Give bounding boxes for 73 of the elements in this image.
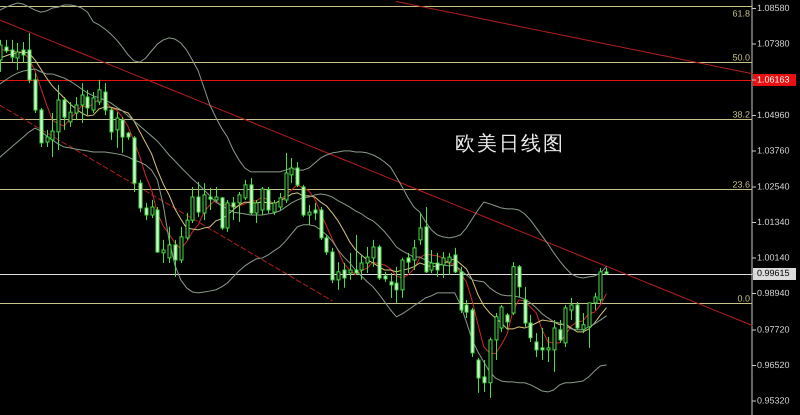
y-tick-label: 0.97720 — [757, 324, 790, 334]
candlestick — [482, 359, 486, 392]
candlestick — [92, 91, 96, 114]
candlestick — [162, 239, 166, 264]
candlestick — [168, 226, 172, 264]
candlestick — [348, 252, 352, 280]
candlestick — [214, 186, 218, 203]
candlestick — [296, 162, 300, 188]
candlestick — [384, 271, 388, 282]
y-tick-label: 0.95320 — [757, 395, 790, 406]
candlestick — [232, 196, 236, 221]
text: 欧美日线图 — [455, 131, 565, 155]
candlestick — [506, 312, 510, 330]
candlestick — [308, 204, 312, 226]
candlestick — [448, 252, 452, 276]
candlestick — [68, 102, 72, 128]
candlestick — [266, 186, 270, 214]
candlestick — [98, 79, 102, 106]
y-tick-label: 1.07380 — [757, 38, 790, 49]
y-tick-label: 1.06163 — [757, 74, 790, 85]
candlestick — [272, 199, 276, 216]
candlestick — [436, 252, 440, 278]
y-tick-label: 0.96520 — [757, 360, 790, 370]
annotation: 0.0 — [737, 294, 750, 304]
annotation: 50.0 — [732, 52, 750, 62]
candlestick — [62, 96, 66, 130]
candlestick — [4, 39, 8, 54]
candlestick — [534, 332, 538, 358]
y-tick-label: 1.08580 — [757, 3, 790, 14]
candlestick — [180, 226, 184, 264]
annotation: 23.6 — [732, 180, 750, 190]
y-tick-label: 1.02540 — [757, 182, 790, 192]
candlestick — [336, 262, 340, 290]
candlestick — [202, 182, 206, 221]
y-tick-label: 0.98940 — [757, 288, 790, 298]
y-tick-label: 1.00140 — [757, 252, 790, 263]
candlestick — [570, 297, 574, 321]
candlestick — [442, 252, 446, 279]
candlestick — [196, 181, 200, 218]
candlestick — [588, 302, 592, 348]
candlestick — [454, 247, 458, 274]
candlestick — [582, 312, 586, 334]
y-tick-label: 1.01340 — [757, 217, 790, 228]
candlestick — [74, 96, 78, 121]
y-tick-label: 1.03760 — [757, 146, 790, 156]
line-series — [0, 104, 333, 302]
y-tick-label: 0.99615 — [757, 268, 790, 278]
candlestick — [144, 202, 148, 221]
candlestick — [174, 239, 178, 278]
candlestick — [518, 264, 522, 298]
candlestick — [366, 246, 370, 274]
candlestick — [576, 302, 580, 330]
candlestick — [110, 106, 114, 140]
y-tick-label: 1.04960 — [757, 110, 790, 120]
candlestick — [278, 192, 282, 211]
candlestick — [208, 187, 212, 211]
candlestick — [104, 82, 108, 116]
candlestick — [314, 202, 318, 221]
candlestick — [476, 357, 480, 394]
candlestick — [406, 252, 410, 274]
candlestick — [372, 239, 376, 268]
candlestick — [22, 42, 26, 64]
annotation: 38.2 — [732, 110, 750, 120]
candlestick — [540, 328, 544, 360]
candlestick — [238, 191, 242, 222]
candlestick — [260, 186, 264, 216]
candlestick — [546, 336, 550, 363]
candlestick — [552, 320, 556, 372]
candlestick — [418, 212, 422, 246]
candlestick — [342, 262, 346, 288]
annotation: 61.8 — [732, 8, 750, 18]
candlestick — [244, 179, 248, 200]
candlestick — [412, 239, 416, 271]
